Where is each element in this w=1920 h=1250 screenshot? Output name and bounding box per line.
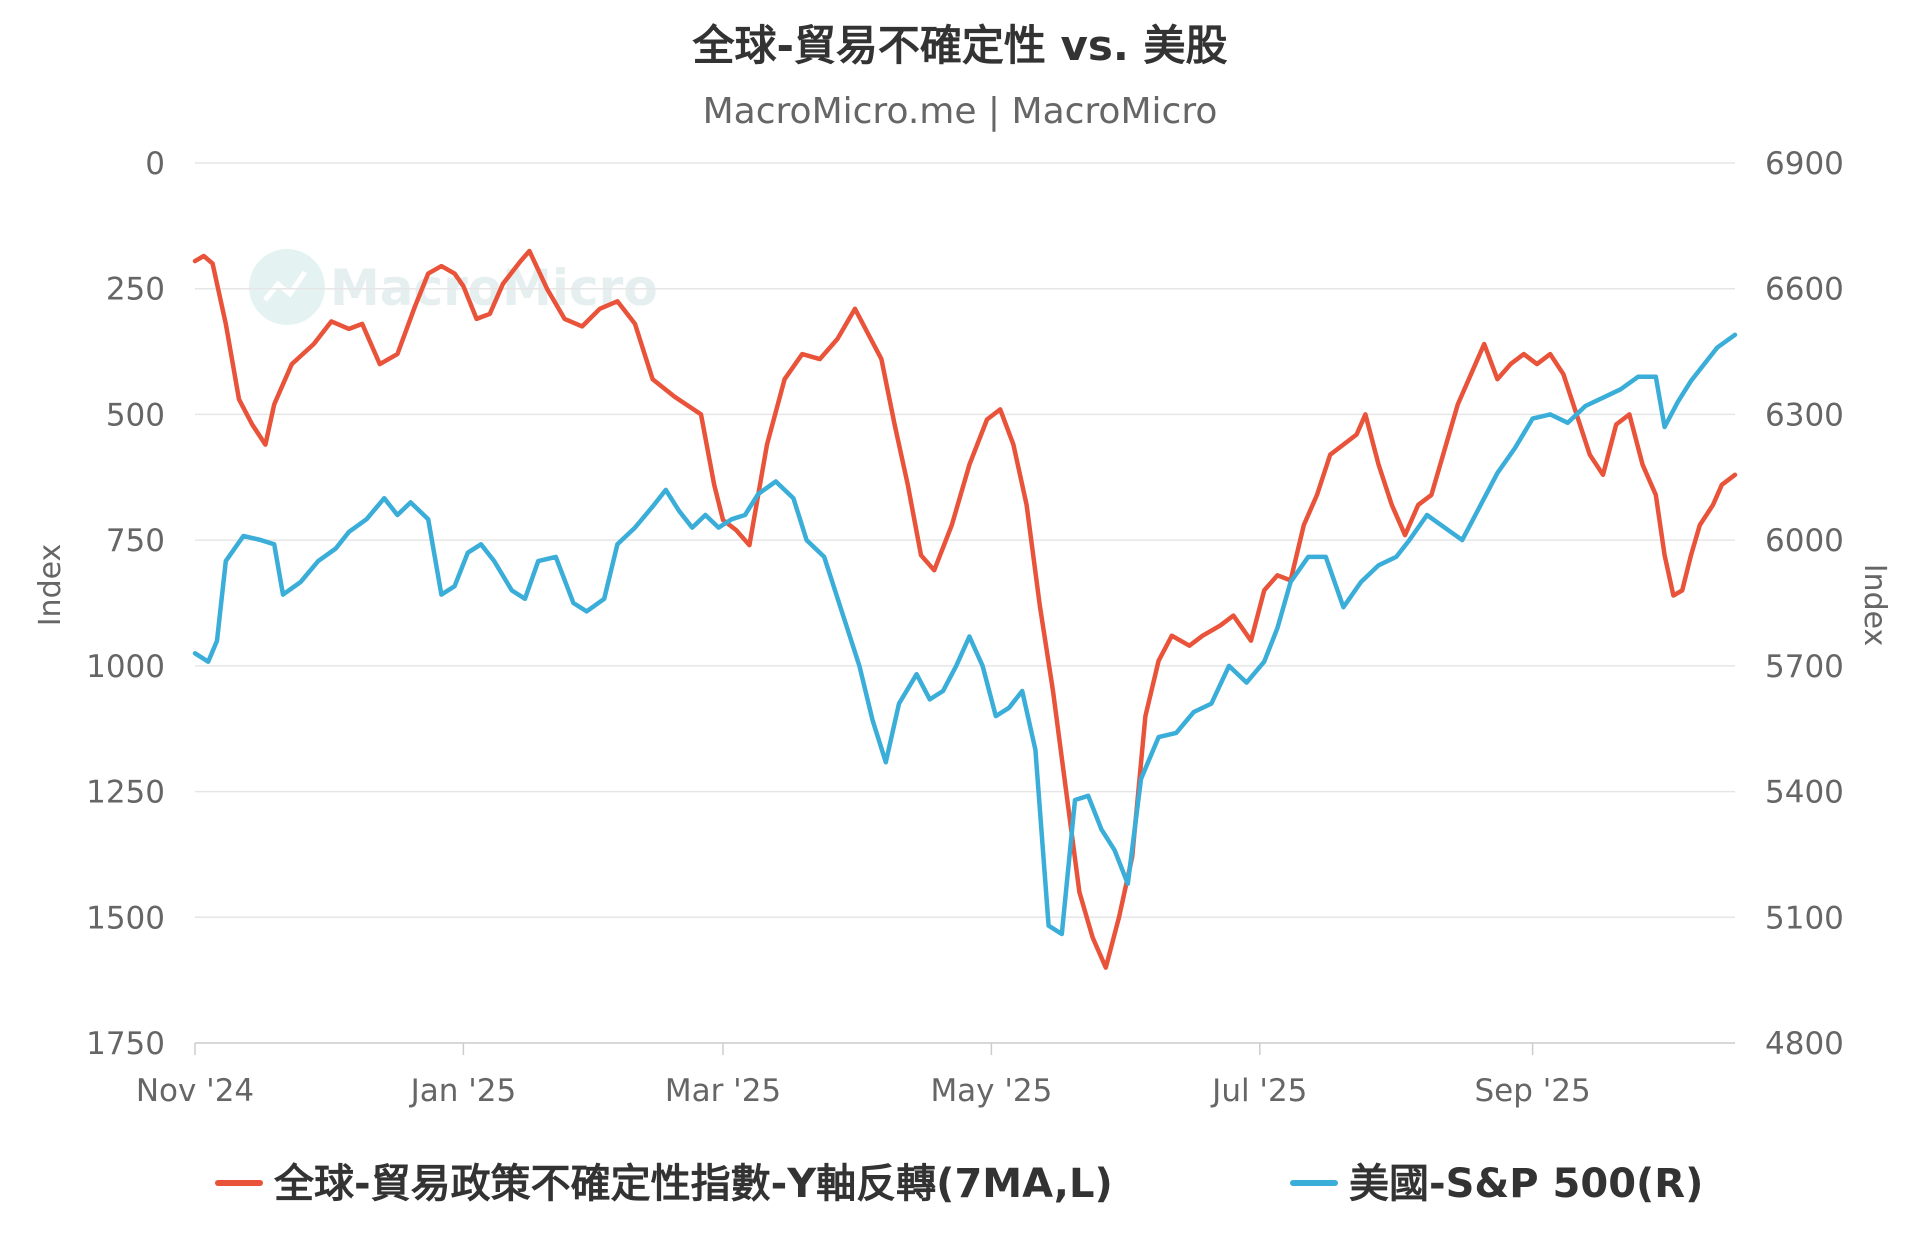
x-tick-label: Sep '25 [1474, 1073, 1590, 1109]
right-tick-label: 6000 [1765, 523, 1844, 559]
right-axis-title: Index [1857, 564, 1892, 647]
left-axis-ticks: 0 250 500 750 1000 1250 1500 1750 [86, 146, 165, 1062]
right-tick-label: 5100 [1765, 900, 1844, 936]
watermark-icon [249, 249, 325, 325]
chart-title: 全球-貿易不確定性 vs. 美股 [691, 21, 1227, 70]
left-tick-label: 1000 [86, 649, 165, 685]
left-tick-label: 1500 [86, 900, 165, 936]
right-tick-label: 6300 [1765, 397, 1844, 433]
right-axis-ticks: 6900 6600 6300 6000 5700 5400 5100 4800 [1765, 146, 1844, 1062]
series-layer [192, 248, 1738, 970]
legend-item-sp500[interactable]: 美國-S&P 500(R) [1290, 1161, 1703, 1207]
left-tick-label: 250 [106, 272, 165, 308]
x-tick-label: May '25 [930, 1073, 1052, 1109]
right-tick-label: 6900 [1765, 146, 1844, 182]
x-axis: Nov '24 Jan '25 Mar '25 May '25 Jul '25 Sep '… [136, 1043, 1591, 1109]
legend-label: 全球-貿易政策不確定性指數-Y軸反轉(7MA,L) [273, 1161, 1113, 1207]
left-tick-label: 0 [145, 146, 165, 182]
left-axis-title: Index [33, 544, 68, 627]
legend: 全球-貿易政策不確定性指數-Y軸反轉(7MA,L) 美國-S&P 500(R) [215, 1161, 1703, 1207]
left-tick-label: 500 [106, 397, 165, 433]
x-tick-label: Mar '25 [665, 1073, 781, 1109]
gridlines [195, 162, 1735, 1044]
left-tick-label: 1750 [86, 1026, 165, 1062]
left-tick-label: 750 [106, 523, 165, 559]
legend-item-trade-uncertainty[interactable]: 全球-貿易政策不確定性指數-Y軸反轉(7MA,L) [215, 1161, 1113, 1207]
series-line-sp500 [192, 332, 1738, 937]
x-tick-label: Jul '25 [1210, 1073, 1307, 1109]
right-tick-label: 4800 [1765, 1026, 1844, 1062]
right-tick-label: 6600 [1765, 272, 1844, 308]
x-tick-label: Nov '24 [136, 1073, 254, 1109]
right-tick-label: 5400 [1765, 775, 1844, 811]
right-tick-label: 5700 [1765, 649, 1844, 685]
chart-subtitle: MacroMicro.me | MacroMicro [703, 91, 1218, 132]
x-tick-label: Jan '25 [409, 1073, 517, 1109]
legend-label: 美國-S&P 500(R) [1349, 1161, 1703, 1207]
left-tick-label: 1250 [86, 775, 165, 811]
series-line-trade-uncertainty [192, 248, 1738, 970]
